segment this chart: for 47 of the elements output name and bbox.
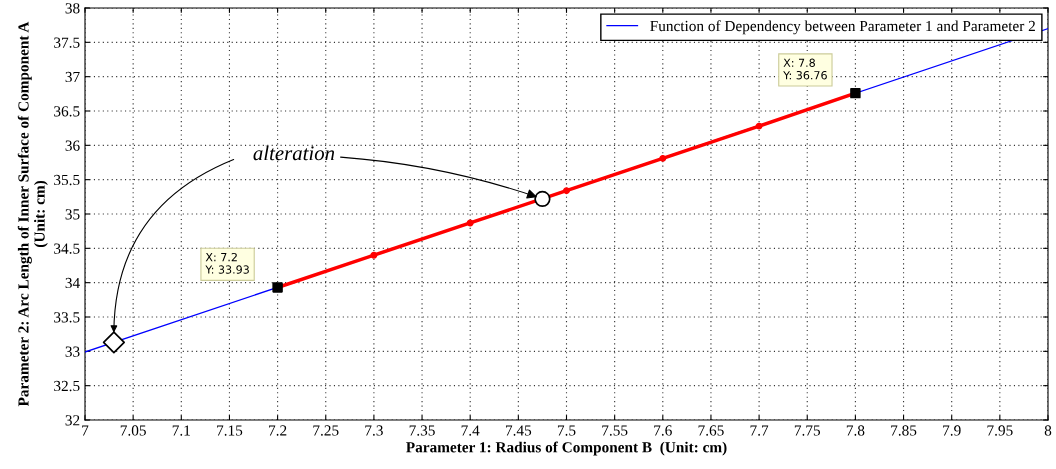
x-tick-label: 7.7 xyxy=(750,425,769,436)
y-tick-label: 33 xyxy=(65,346,80,357)
annotation: alteration xyxy=(253,145,335,161)
y-tick-label: 35 xyxy=(65,209,80,220)
x-tick-label: 7.45 xyxy=(505,425,532,436)
legend-label: Function of Dependency between Parameter 1 and Parameter 2 xyxy=(650,20,1035,35)
y-tick-label: 36 xyxy=(65,140,80,151)
x-tick-label: 7.35 xyxy=(409,425,435,436)
y-tick-label: 32 xyxy=(65,415,80,426)
x-tick-label: 7.3 xyxy=(365,425,383,436)
point xyxy=(563,187,570,195)
x-tick-label: 7.25 xyxy=(313,425,339,436)
y-tick-label: 36.5 xyxy=(54,106,80,117)
x-tick-label: 7.75 xyxy=(794,425,821,436)
y-tick-label: 35.5 xyxy=(54,174,80,186)
x-tick-label: 7.5 xyxy=(557,425,576,436)
y-tick-label: 37.5 xyxy=(54,37,80,48)
x-tick-label: 7.2 xyxy=(269,425,287,436)
y-tick-label: 32.5 xyxy=(54,380,80,392)
y-axis-title: Parameter 2: Arc Length of Inner Surface of Component A (Unit: cm) xyxy=(17,21,48,407)
point xyxy=(659,154,667,162)
x-tick-label: 7.9 xyxy=(943,425,961,436)
point xyxy=(370,251,378,259)
x-tick-label: 7.4 xyxy=(461,425,480,436)
x-tick-label: 7.95 xyxy=(987,425,1013,436)
y-tick-label: 38 xyxy=(65,3,80,14)
x-tick-label: 8 xyxy=(1044,425,1052,436)
point xyxy=(755,122,763,130)
y-tick-label: 37 xyxy=(65,71,80,83)
x-tick-label: 7.1 xyxy=(172,425,190,436)
annotation: X: 7.8 Y: 36.76 xyxy=(783,58,827,80)
y-tick-label: 33.5 xyxy=(54,312,80,323)
annotation: X: 7.2 Y: 33.93 xyxy=(205,252,249,274)
x-tick-label: 7.65 xyxy=(698,425,724,436)
point xyxy=(102,331,126,354)
y-tick-label: 34 xyxy=(65,277,80,289)
x-tick-label: 7.85 xyxy=(891,425,917,436)
x-tick-label: 7.6 xyxy=(654,425,672,436)
y-tick-label: 34.5 xyxy=(54,243,80,254)
x-tick-label: 7.15 xyxy=(217,425,243,436)
x-tick-label: 7.05 xyxy=(120,425,146,436)
point xyxy=(466,219,474,227)
x-tick-label: 7 xyxy=(82,425,89,436)
x-tick-label: 7.8 xyxy=(846,425,865,436)
x-tick-label: 7.55 xyxy=(602,425,628,436)
x-axis-title: Parameter 1: Radius of Component B (Unit: cm) xyxy=(406,441,727,456)
point xyxy=(534,190,551,208)
